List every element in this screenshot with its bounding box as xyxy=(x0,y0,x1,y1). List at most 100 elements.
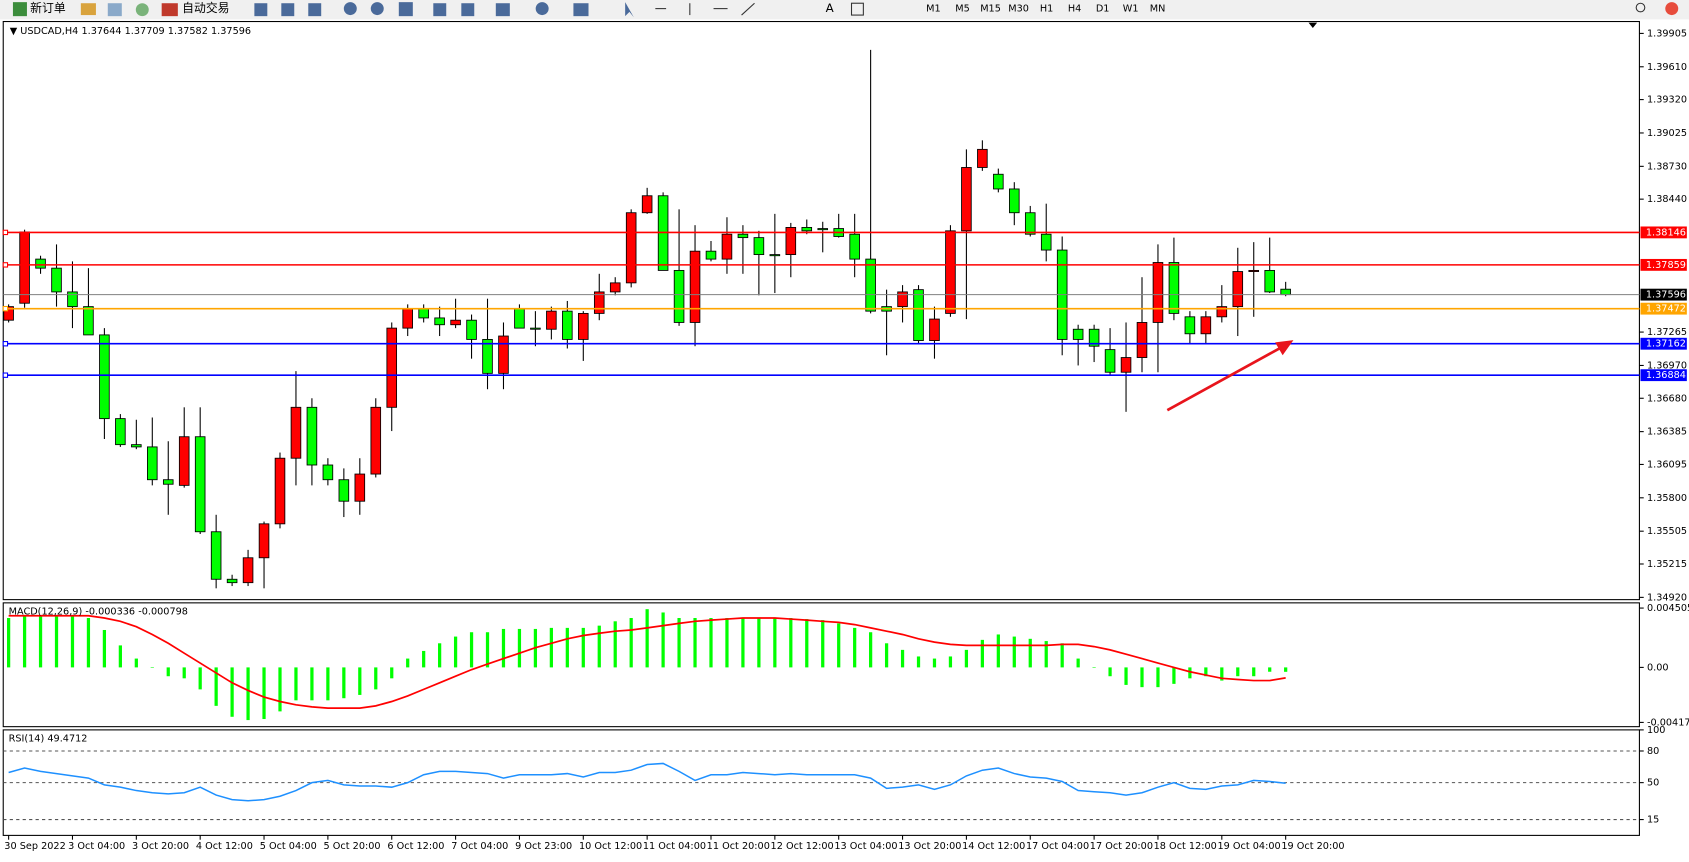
timeframe-button[interactable]: M30 xyxy=(1008,4,1029,15)
new-order-icon[interactable] xyxy=(12,2,27,17)
toolbar-icon[interactable] xyxy=(135,3,149,17)
candle-body xyxy=(1009,188,1020,214)
candle-body xyxy=(290,406,302,459)
candle-body xyxy=(1248,269,1260,272)
toolbar-icon[interactable] xyxy=(370,2,384,16)
candle-body xyxy=(817,228,829,231)
y-tick-label: -0.004177 xyxy=(1647,717,1689,728)
toolbar-icon[interactable] xyxy=(573,3,589,17)
toolbar-icon[interactable] xyxy=(254,3,268,17)
timeframe-button[interactable]: H4 xyxy=(1068,4,1081,15)
candle-body xyxy=(386,327,398,408)
new-order[interactable]: 新订单 xyxy=(30,1,66,15)
x-tick-label: 5 Oct 04:00 xyxy=(260,841,317,852)
candle-body xyxy=(737,233,749,239)
candle-body xyxy=(466,319,477,340)
toolbar-bg xyxy=(0,0,1689,20)
candle-body xyxy=(1072,328,1084,340)
timeframe-button[interactable]: MN xyxy=(1150,4,1166,15)
candle-body xyxy=(1264,269,1275,293)
toolbar-icon[interactable] xyxy=(343,2,357,16)
candle-body xyxy=(578,312,589,340)
y-tick-label: 50 xyxy=(1647,778,1659,789)
macd-bar xyxy=(54,615,59,668)
toolbar-icon[interactable] xyxy=(281,3,295,17)
macd-bar xyxy=(1188,667,1192,679)
auto-trading-icon[interactable] xyxy=(161,3,178,17)
toolbar-icon[interactable] xyxy=(308,3,322,17)
macd-bar xyxy=(1092,667,1096,668)
timeframe-button[interactable]: H1 xyxy=(1040,4,1053,15)
macd-bar xyxy=(869,632,873,668)
trendline-tool[interactable] xyxy=(741,2,755,16)
x-tick-label: 30 Sep 2022 xyxy=(4,841,65,852)
macd-bar xyxy=(22,615,27,668)
timeframe-button[interactable]: M15 xyxy=(980,4,1001,15)
y-tick-label: 1.37265 xyxy=(1647,327,1687,338)
arrow-head xyxy=(1275,340,1294,356)
toolbar-icon[interactable] xyxy=(461,3,475,17)
text-tool[interactable]: A xyxy=(826,1,834,15)
timeframe-button[interactable]: M5 xyxy=(955,4,970,15)
macd-bar xyxy=(198,667,202,690)
candle-body xyxy=(1104,349,1116,373)
notifications[interactable] xyxy=(1665,2,1679,16)
label-tool[interactable] xyxy=(850,2,864,16)
candle-body xyxy=(1040,233,1052,251)
candle-body xyxy=(162,479,174,485)
x-tick-label: 4 Oct 12:00 xyxy=(196,841,253,852)
macd-bar xyxy=(805,619,809,668)
toolbar-icon[interactable] xyxy=(535,2,549,16)
toolbar-icons xyxy=(254,2,634,18)
candle-body xyxy=(354,473,366,502)
candle-body xyxy=(785,226,797,256)
cursor-tool[interactable] xyxy=(625,2,634,18)
candle-body xyxy=(961,167,972,232)
y-tick-label: 1.36680 xyxy=(1647,393,1687,404)
x-tick-label: 13 Oct 20:00 xyxy=(898,841,961,852)
macd-bar xyxy=(741,618,745,668)
macd-bar xyxy=(980,639,984,668)
candle-body xyxy=(593,291,605,314)
auto-trading[interactable]: 自动交易 xyxy=(182,1,229,15)
toolbar-icon[interactable] xyxy=(80,3,96,16)
ohlc-close: 1.37596 xyxy=(211,26,251,37)
candle-body xyxy=(546,310,557,330)
candle-body xyxy=(1136,322,1148,358)
macd-bar xyxy=(1268,667,1272,672)
candle-body xyxy=(178,436,190,486)
macd-bar xyxy=(150,667,154,668)
x-tick-label: 17 Oct 04:00 xyxy=(1026,841,1089,852)
toolbar-icon[interactable] xyxy=(433,3,447,17)
toolbar-icon[interactable] xyxy=(398,2,413,17)
candle-body xyxy=(274,457,286,525)
x-tick-label: 7 Oct 04:00 xyxy=(451,841,508,852)
arrow-shaft xyxy=(1166,345,1284,412)
timeframe-button[interactable]: D1 xyxy=(1096,4,1110,15)
macd-panel xyxy=(2,602,1640,728)
rsi-line xyxy=(8,762,1286,802)
x-tick-label: 5 Oct 20:00 xyxy=(324,841,381,852)
x-tick-label: 17 Oct 20:00 xyxy=(1090,841,1153,852)
candle-body xyxy=(194,436,206,533)
macd-bar xyxy=(581,627,585,668)
macd-bar xyxy=(485,632,490,668)
toolbar-icon[interactable] xyxy=(107,3,122,17)
toolbar-icon[interactable] xyxy=(495,3,510,17)
rsi-title: RSI(14) xyxy=(9,734,45,745)
symbol: USDCAD,H4 xyxy=(20,26,78,37)
macd-bar xyxy=(134,658,138,668)
candle-body xyxy=(1200,316,1212,335)
y-tick-label: 1.39025 xyxy=(1647,128,1687,139)
candle-body xyxy=(370,406,382,475)
candle-body xyxy=(19,231,30,304)
timeframe-button[interactable]: W1 xyxy=(1123,4,1139,15)
macd-bar xyxy=(326,667,330,701)
macd-bar xyxy=(294,667,298,701)
horizontal-line-handle xyxy=(2,341,9,347)
search[interactable] xyxy=(1635,2,1646,13)
ohlc-low: 1.37582 xyxy=(168,26,208,37)
timeframe-button[interactable]: M1 xyxy=(926,4,941,15)
horizontal-line-handle xyxy=(2,229,9,236)
